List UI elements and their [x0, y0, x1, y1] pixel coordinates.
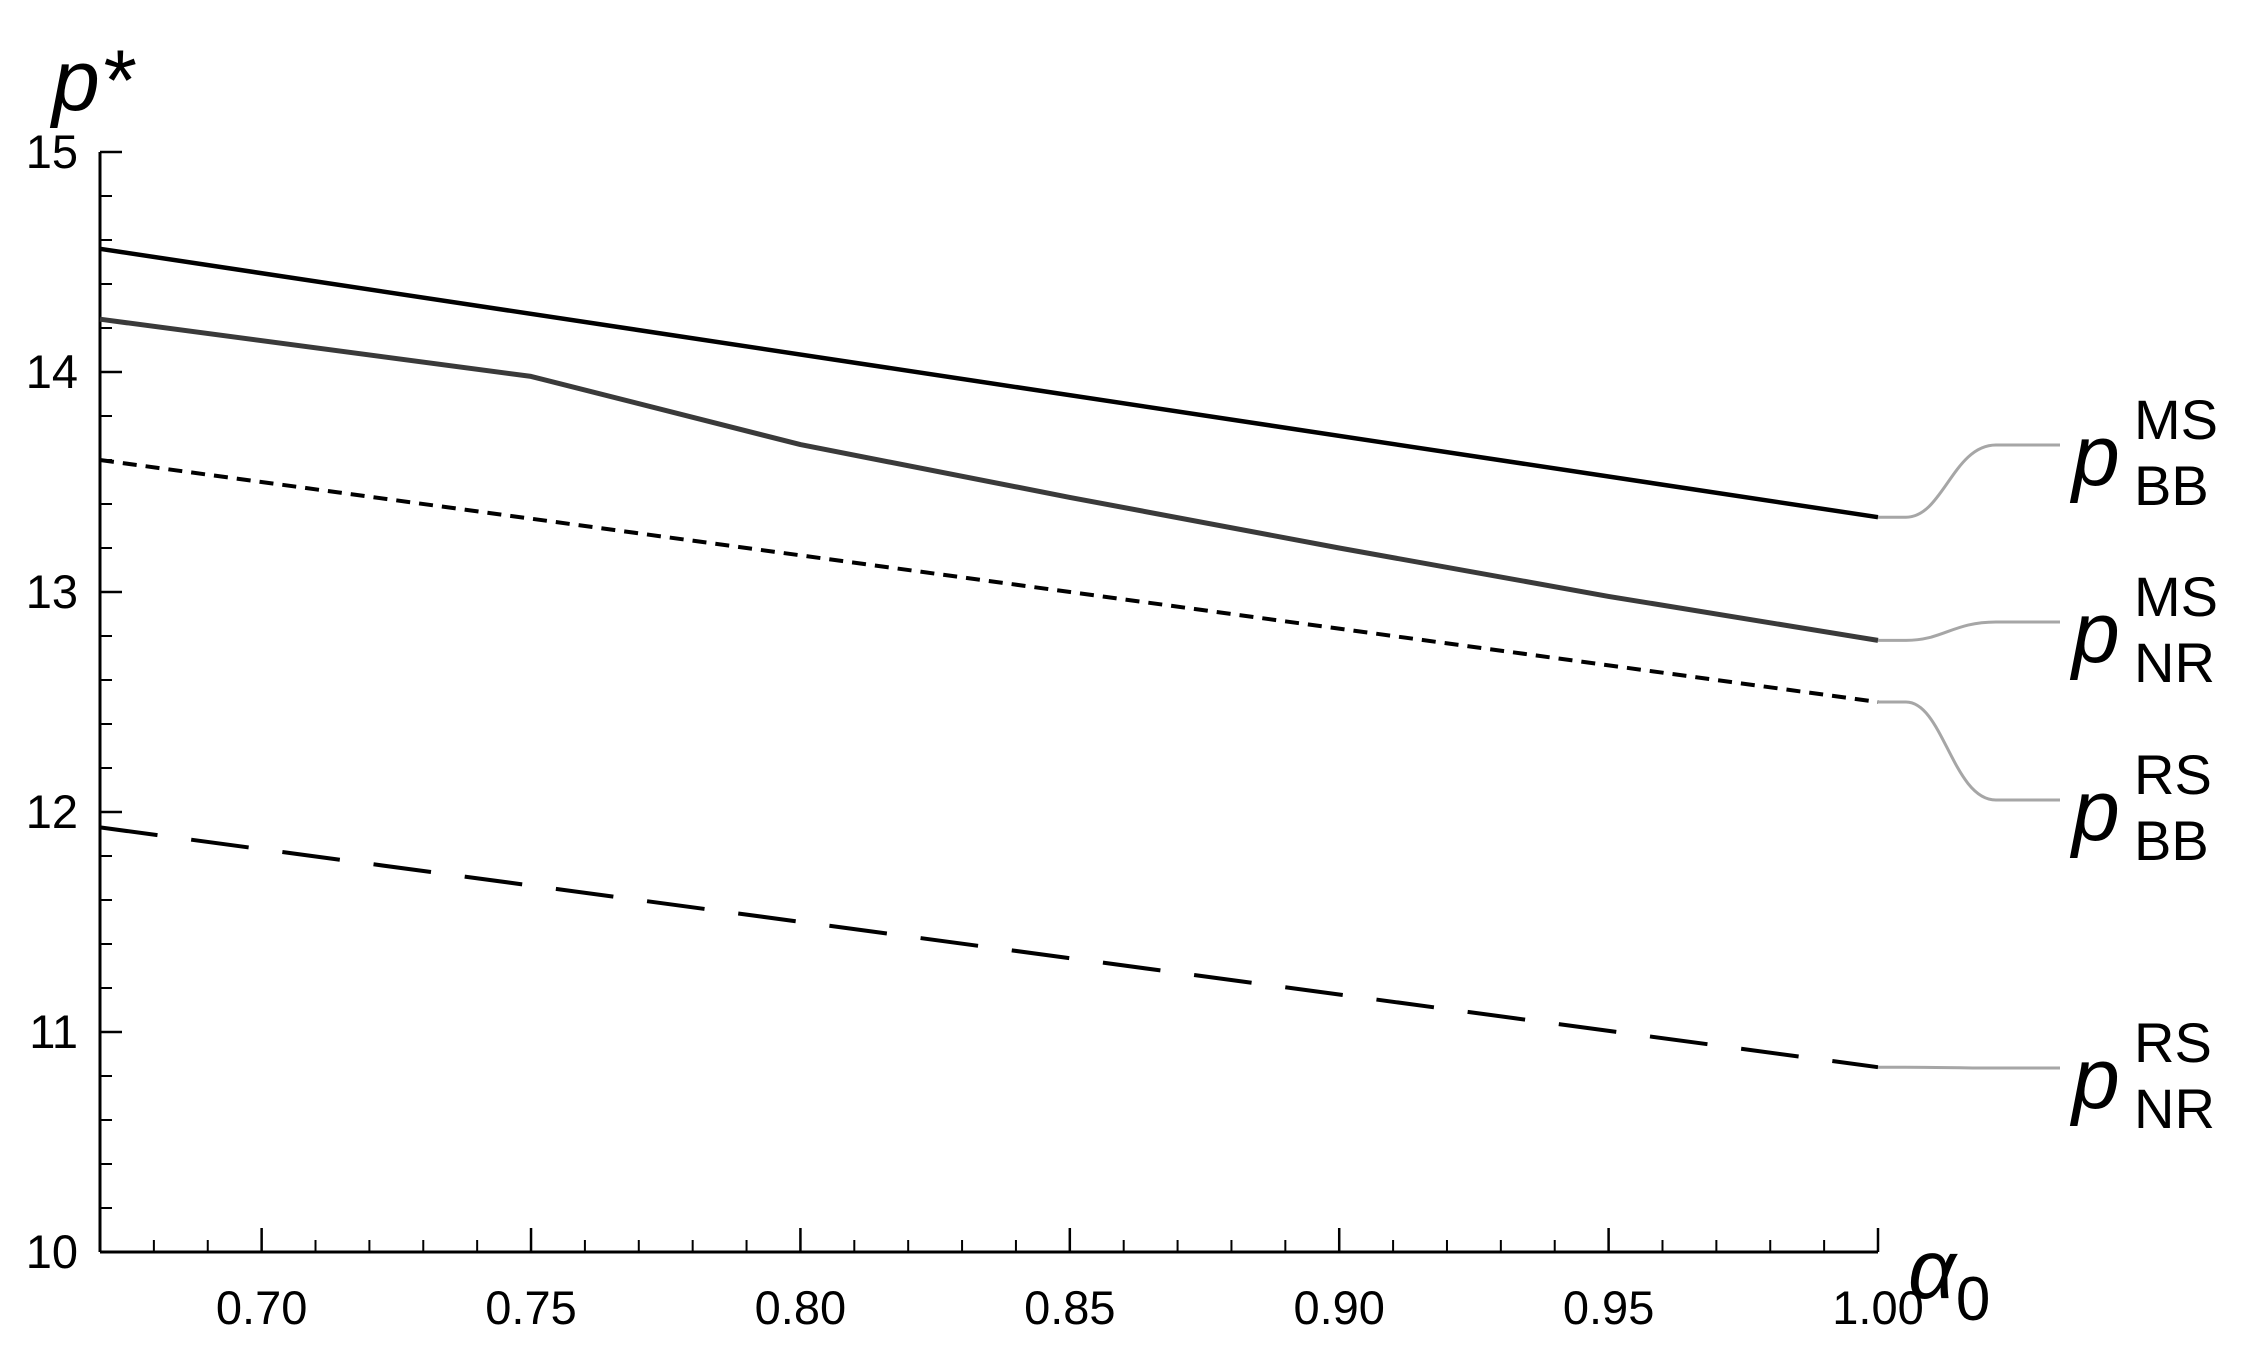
axes: 10 11 12 13 14 15 0.70 0.75 0.80 0.85 0.90 0.95 1.00…	[26, 33, 1991, 1334]
legend-label-superscript: RS	[2134, 743, 2212, 806]
legend-label-p-ms-nr: p MS NR	[2069, 565, 2218, 694]
legend-label-p-rs-nr: p RS NR	[2069, 1011, 2215, 1140]
legend-label-subscript: BB	[2134, 454, 2209, 517]
x-tick-label: 0.90	[1293, 1281, 1384, 1334]
series-p-ms-nr	[99, 316, 1879, 643]
legend-label-subscript: NR	[2134, 1077, 2215, 1140]
y-tick-label: 11	[29, 1005, 78, 1058]
x-axis-title: α0	[1908, 1222, 1990, 1334]
legend-label-p-rs-bb: p RS BB	[2069, 743, 2212, 872]
leader-lines	[1878, 443, 2060, 1070]
legend-label-superscript: RS	[2134, 1011, 2212, 1074]
x-axis-title-subscript: 0	[1956, 1265, 1990, 1334]
x-tick-label: 0.85	[1024, 1281, 1115, 1334]
leader-line-p-ms-nr	[1878, 620, 2060, 642]
x-tick-label: 0.75	[485, 1281, 576, 1334]
y-axis-title: p*	[49, 33, 136, 129]
legend-label-main: p	[2069, 1031, 2120, 1127]
legend-label-superscript: MS	[2134, 388, 2218, 451]
x-tick-label: 0.95	[1563, 1281, 1654, 1334]
y-tick-label: 13	[26, 565, 78, 618]
legend-label-main: p	[2069, 763, 2120, 859]
leader-line-p-ms-bb	[1878, 443, 2060, 519]
y-tick-label: 15	[26, 125, 78, 178]
legend-label-p-ms-bb: p MS BB	[2069, 388, 2218, 517]
legend-label-subscript: BB	[2134, 809, 2209, 872]
leader-line-p-rs-nr	[1878, 1065, 2060, 1070]
legend-label-superscript: MS	[2134, 565, 2218, 628]
series-p-ms-bb	[99, 246, 1879, 520]
y-tick-label: 10	[26, 1225, 78, 1278]
y-tick-label: 12	[26, 785, 78, 838]
legend-label-main: p	[2069, 408, 2120, 504]
x-tick-label: 0.80	[755, 1281, 846, 1334]
x-axis-title-main: α	[1908, 1222, 1958, 1316]
y-tick-label: 14	[26, 345, 78, 398]
series-p-rs-bb	[99, 458, 1879, 704]
series-p-rs-nr	[99, 825, 1879, 1070]
series-group	[99, 246, 1879, 1070]
x-tick-label: 1.00	[1832, 1281, 1923, 1334]
leader-line-p-rs-bb	[1878, 700, 2060, 802]
x-tick-label: 0.70	[216, 1281, 307, 1334]
legend: p MS BBp MS NRp RS BBp RS NR	[2069, 388, 2218, 1140]
legend-label-subscript: NR	[2134, 631, 2215, 694]
legend-label-main: p	[2069, 585, 2120, 681]
